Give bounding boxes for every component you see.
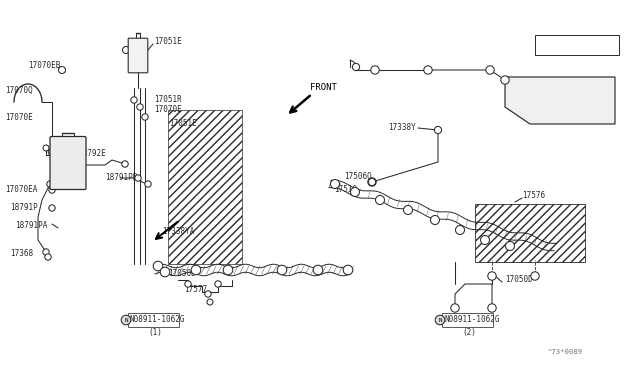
Circle shape (376, 196, 385, 205)
Text: 17051E: 17051E (154, 38, 182, 46)
Circle shape (223, 265, 233, 275)
Circle shape (403, 205, 413, 215)
Circle shape (343, 265, 353, 275)
FancyBboxPatch shape (535, 35, 619, 55)
Text: N08911-1062G: N08911-1062G (444, 315, 499, 324)
Text: (2): (2) (462, 327, 476, 337)
Circle shape (153, 261, 163, 271)
Text: 17510: 17510 (334, 186, 357, 195)
Circle shape (351, 187, 360, 196)
Circle shape (49, 205, 55, 211)
Circle shape (501, 76, 509, 84)
Circle shape (486, 66, 494, 74)
Text: N08911-1062G: N08911-1062G (130, 315, 186, 324)
Text: 17051E: 17051E (169, 119, 196, 128)
Text: 17050D: 17050D (505, 276, 532, 285)
Circle shape (137, 104, 143, 110)
Circle shape (207, 299, 213, 305)
Text: 17070E: 17070E (154, 106, 182, 115)
Circle shape (330, 180, 339, 189)
Circle shape (121, 315, 131, 325)
Circle shape (142, 114, 148, 120)
Text: 17368: 17368 (10, 250, 33, 259)
Circle shape (488, 272, 496, 280)
Circle shape (43, 145, 49, 151)
Circle shape (451, 304, 460, 312)
Text: N: N (124, 317, 128, 323)
Circle shape (369, 179, 376, 186)
Circle shape (435, 126, 442, 134)
Text: 17070EB: 17070EB (28, 61, 60, 71)
Circle shape (353, 63, 360, 71)
Text: 17051R: 17051R (154, 96, 182, 105)
Circle shape (481, 235, 490, 244)
Circle shape (431, 215, 440, 224)
Text: N: N (438, 317, 442, 323)
Text: 17070Q: 17070Q (5, 86, 33, 94)
Circle shape (368, 178, 376, 186)
Circle shape (313, 265, 323, 275)
Circle shape (435, 315, 445, 325)
Circle shape (43, 249, 49, 255)
Circle shape (205, 291, 211, 297)
FancyBboxPatch shape (50, 137, 86, 189)
Text: 17070EA: 17070EA (5, 186, 37, 195)
Circle shape (58, 67, 65, 74)
Text: 18792E: 18792E (78, 150, 106, 158)
Text: 17070E: 17070E (5, 113, 33, 122)
Circle shape (424, 66, 432, 74)
Polygon shape (505, 77, 615, 124)
Circle shape (531, 272, 540, 280)
Circle shape (47, 181, 53, 187)
Text: (1): (1) (148, 327, 162, 337)
Circle shape (277, 265, 287, 275)
Circle shape (122, 161, 128, 167)
Circle shape (131, 97, 137, 103)
Circle shape (191, 265, 201, 275)
Circle shape (45, 254, 51, 260)
Circle shape (48, 149, 54, 155)
Text: 17576: 17576 (522, 192, 545, 201)
Text: 18791PB: 18791PB (105, 173, 138, 183)
Circle shape (371, 66, 379, 74)
Text: SEE SEC.462: SEE SEC.462 (538, 39, 591, 48)
Text: FRONT: FRONT (310, 83, 337, 93)
Text: 17506Q: 17506Q (344, 171, 372, 180)
Circle shape (122, 46, 129, 54)
Text: ^73*0089: ^73*0089 (548, 349, 583, 355)
Text: 17050D: 17050D (168, 269, 196, 279)
Circle shape (160, 267, 170, 277)
Circle shape (135, 175, 141, 181)
Circle shape (185, 281, 191, 287)
Circle shape (506, 241, 515, 250)
Circle shape (488, 304, 496, 312)
Circle shape (456, 225, 465, 234)
Circle shape (49, 187, 55, 193)
Text: 17338YA: 17338YA (162, 228, 195, 237)
FancyBboxPatch shape (128, 38, 148, 73)
Text: 18791P: 18791P (10, 203, 38, 212)
Circle shape (145, 181, 151, 187)
Text: 18791PA: 18791PA (15, 221, 47, 231)
Circle shape (215, 281, 221, 287)
Text: 17577: 17577 (184, 285, 207, 295)
Text: 17338Y: 17338Y (388, 124, 416, 132)
